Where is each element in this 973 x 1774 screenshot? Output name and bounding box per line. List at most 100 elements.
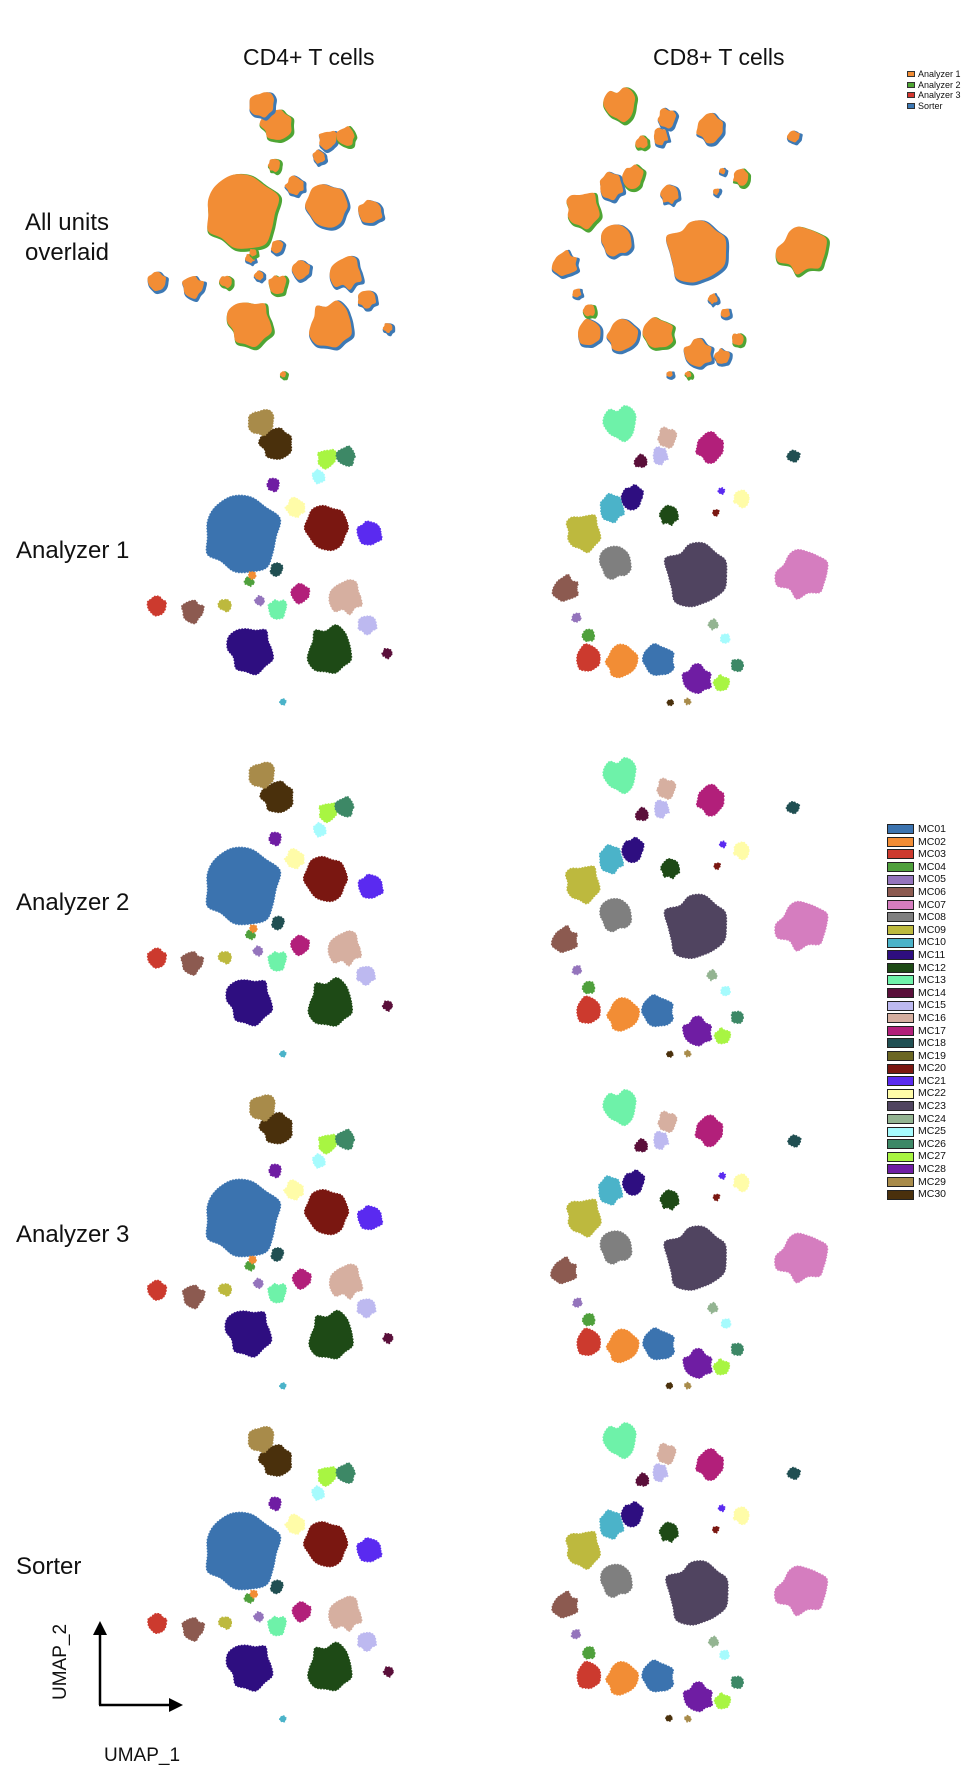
overlay-legend-entry: Analyzer 3 <box>907 90 961 101</box>
overlay-legend: Analyzer 1 Analyzer 2 Analyzer 3 Sorter <box>907 69 961 111</box>
cluster-mc28 <box>682 1681 714 1713</box>
cluster-mc18 <box>787 1134 802 1148</box>
overlay-cluster <box>603 87 636 123</box>
umap-scatter <box>147 92 396 381</box>
cluster-mc29 <box>683 1714 692 1723</box>
cluster-mc14 <box>634 1138 649 1153</box>
x-axis-label: UMAP_1 <box>104 1745 181 1766</box>
metacluster-legend-swatch <box>887 988 914 999</box>
cluster-mc03 <box>147 1612 168 1635</box>
umap-scatter <box>550 757 829 1058</box>
overlay-cluster <box>336 126 355 146</box>
overlay-cluster <box>267 158 280 173</box>
cluster-mc21 <box>356 520 383 546</box>
overlay-cluster <box>713 188 720 195</box>
cluster-mc07 <box>774 900 829 952</box>
umap-panel-cd8-row-4 <box>551 1422 865 1725</box>
cluster-mc17 <box>291 1601 312 1623</box>
cluster-mc05 <box>252 1611 264 1623</box>
column-title-cd4: CD4+ T cells <box>243 44 375 70</box>
metacluster-legend-entry: MC06 <box>887 886 946 899</box>
metacluster-legend-entry: MC07 <box>887 899 946 912</box>
cluster-mc14 <box>634 806 649 822</box>
cluster-mc16 <box>328 1595 363 1632</box>
cluster-mc10 <box>278 1715 287 1723</box>
cluster-mc12 <box>307 1641 353 1692</box>
cluster-mc18 <box>785 800 801 815</box>
cluster-mc10 <box>278 1050 287 1058</box>
metacluster-legend-entry: MC21 <box>887 1075 946 1088</box>
cluster-mc09 <box>565 514 602 554</box>
cluster-mc17 <box>695 431 725 464</box>
overlay-cluster <box>270 240 284 254</box>
cluster-mc21 <box>718 840 727 849</box>
metacluster-legend-entry: MC14 <box>887 987 946 1000</box>
metacluster-legend-entry: MC01 <box>887 823 946 836</box>
row-label-overlaid-line1: All units <box>24 209 110 236</box>
overlay-cluster <box>714 348 730 364</box>
cluster-mc29 <box>683 1381 692 1390</box>
overlay-cluster <box>606 319 639 352</box>
metacluster-legend-label: MC19 <box>918 1049 947 1062</box>
cluster-mc06 <box>181 1617 206 1642</box>
cluster-mc13 <box>267 1615 287 1637</box>
umap-scatter <box>147 1426 394 1723</box>
cluster-mc21 <box>717 1504 726 1513</box>
umap-scatter <box>550 1089 829 1390</box>
metacluster-legend-swatch <box>887 925 914 936</box>
cluster-mc14 <box>382 1332 394 1345</box>
metacluster-legend-swatch <box>887 849 914 860</box>
metacluster-legend-swatch <box>887 1076 914 1087</box>
cluster-mc15 <box>652 446 669 466</box>
axis-indicator <box>93 1621 183 1712</box>
metacluster-legend-label: MC15 <box>918 999 947 1012</box>
cluster-mc29 <box>683 697 692 706</box>
cluster-mc29 <box>248 761 276 790</box>
cluster-mc04 <box>581 628 596 643</box>
cluster-mc24 <box>707 618 719 631</box>
cluster-mc12 <box>660 858 681 880</box>
overlay-cluster <box>775 226 827 275</box>
cluster-mc28 <box>267 1496 282 1512</box>
metacluster-legend-label: MC28 <box>918 1163 947 1176</box>
cluster-mc09 <box>217 1616 233 1631</box>
cluster-mc01 <box>205 1511 282 1591</box>
cluster-mc16 <box>657 426 678 449</box>
cluster-mc02 <box>249 924 258 934</box>
cluster-mc11 <box>620 1501 644 1528</box>
overlay-cluster <box>653 127 669 146</box>
overlay-legend-swatch <box>907 92 915 99</box>
overlay-cluster <box>268 275 287 295</box>
cluster-mc16 <box>657 1110 678 1133</box>
row-label-overlaid: All units overlaid <box>22 208 112 268</box>
cluster-mc27 <box>712 673 731 692</box>
cluster-mc23 <box>665 1560 729 1626</box>
cluster-mc16 <box>328 1263 364 1300</box>
overlay-cluster <box>666 371 673 378</box>
y-axis-arrowhead <box>93 1621 107 1635</box>
metacluster-legend-label: MC05 <box>918 873 947 886</box>
metacluster-legend-swatch <box>887 1063 914 1074</box>
cluster-mc15 <box>356 1298 377 1319</box>
cluster-mc30 <box>258 1111 293 1145</box>
cluster-mc11 <box>621 836 645 864</box>
cluster-mc12 <box>308 1309 354 1360</box>
cluster-mc03 <box>576 1660 602 1690</box>
metacluster-legend-label: MC26 <box>918 1137 947 1150</box>
cluster-mc11 <box>226 628 274 676</box>
cluster-mc03 <box>146 1279 168 1301</box>
metacluster-legend-entry: MC16 <box>887 1012 946 1025</box>
metacluster-legend-swatch <box>887 824 914 835</box>
cluster-mc23 <box>663 541 728 608</box>
cluster-mc17 <box>695 1448 724 1481</box>
metacluster-legend-entry: MC17 <box>887 1025 946 1038</box>
cluster-mc06 <box>551 1590 579 1619</box>
cluster-mc10 <box>279 698 287 706</box>
cluster-mc26 <box>730 658 745 673</box>
cluster-mc10 <box>599 1509 625 1540</box>
metacluster-legend-label: MC09 <box>918 923 947 936</box>
metacluster-legend-entry: MC10 <box>887 936 946 949</box>
cluster-mc16 <box>656 1442 677 1466</box>
cluster-mc04 <box>581 980 596 995</box>
cluster-mc22 <box>732 489 750 509</box>
